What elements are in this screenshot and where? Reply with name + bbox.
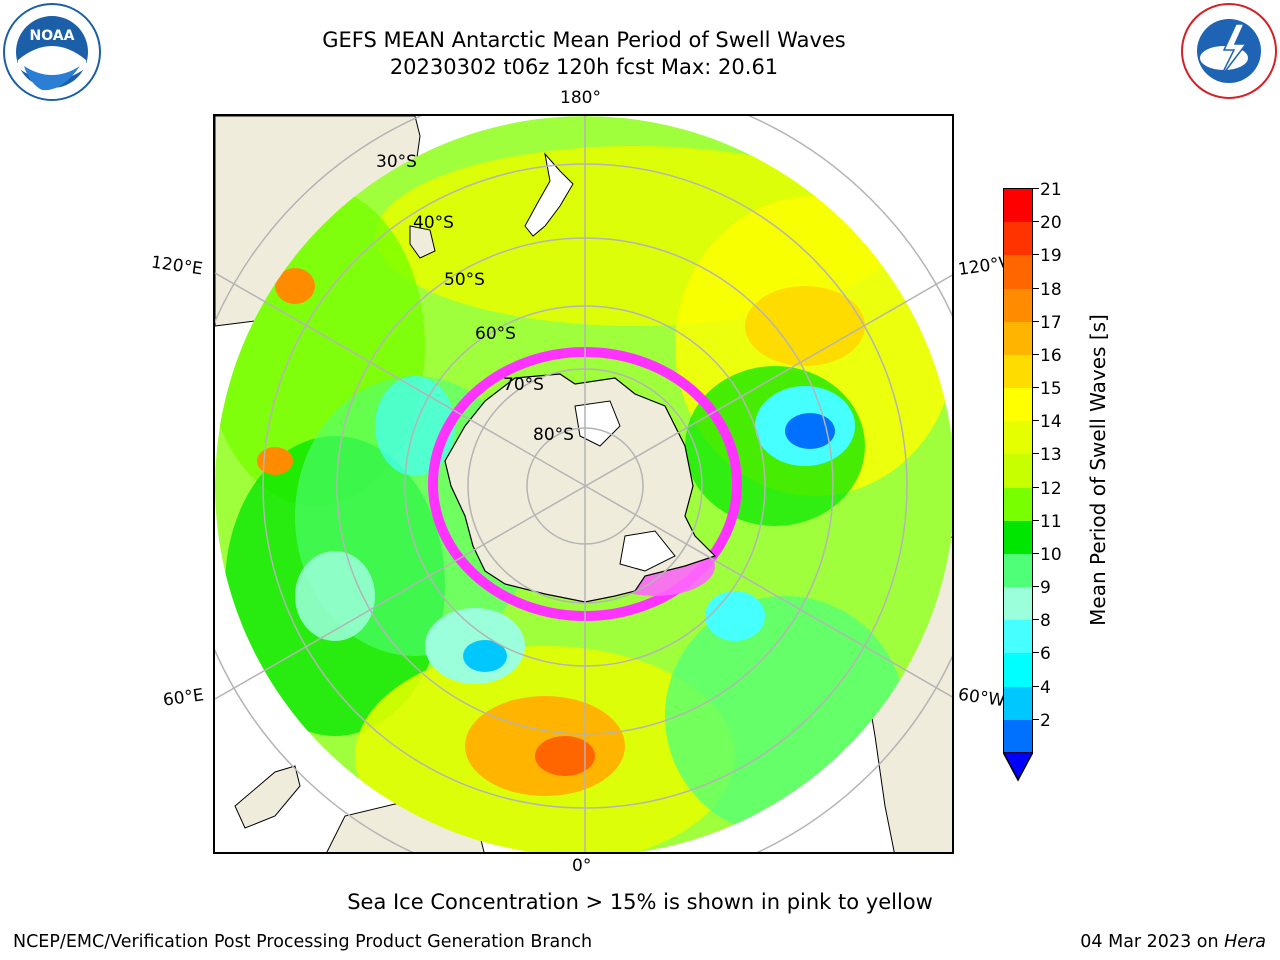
colorbar-segment [1004,354,1032,389]
weddell-ice-shelf [619,530,676,572]
colorbar-tick-mark [1033,519,1039,521]
colorbar-tick-mark [1033,320,1039,322]
colorbar-tick-mark [1033,552,1039,554]
colorbar-tick-label: 14 [1040,412,1062,433]
colorbar-tick-label: 13 [1040,445,1062,466]
lon-label-0: 0° [572,856,592,876]
colorbar-tick-mark [1033,254,1039,256]
polar-map [213,114,954,854]
colorbar-segment [1004,620,1032,654]
colorbar-segment [1004,587,1032,621]
new-zealand-land [524,152,574,237]
lat-label-50s: 50°S [444,270,485,290]
colorbar-tick-label: 4 [1040,677,1051,698]
colorbar-segment [1004,719,1032,754]
colorbar-tick-label: 15 [1040,379,1062,400]
colorbar-segment [1004,520,1032,555]
map-title: GEFS MEAN Antarctic Mean Period of Swell… [322,28,846,52]
colorbar-tick-mark [1033,221,1039,223]
lat-label-70s: 70°S [503,375,544,395]
colorbar-segment [1004,421,1032,455]
colorbar [1003,188,1033,754]
colorbar-tick-label: 19 [1040,246,1062,267]
colorbar-tick-label: 20 [1040,213,1062,234]
colorbar-label: Mean Period of Swell Waves [s] [1086,314,1110,626]
colorbar-tick-mark [1033,718,1039,720]
sea-ice-note: Sea Ice Concentration > 15% is shown in … [347,890,933,914]
colorbar-segment [1004,454,1032,489]
colorbar-segment [1004,189,1032,223]
tasmania-land [409,225,436,259]
colorbar-tick-label: 11 [1040,511,1062,532]
colorbar-tick-mark [1033,486,1039,488]
colorbar-segment [1004,553,1032,588]
colorbar-tick-mark [1033,353,1039,355]
colorbar-tick-label: 6 [1040,644,1051,665]
colorbar-extend-arrow [1001,751,1035,786]
lat-label-40s: 40°S [413,213,454,233]
colorbar-tick-label: 21 [1040,180,1062,200]
map-subtitle: 20230302 t06z 120h fcst Max: 20.61 [389,55,779,79]
colorbar-segment [1004,388,1032,422]
colorbar-segment [1004,487,1032,522]
footer-host: Hera [1224,932,1266,952]
colorbar-extend-triangle [1001,751,1035,782]
footer-credit: NCEP/EMC/Verification Post Processing Pr… [13,932,593,952]
colorbar-tick-mark [1033,619,1039,621]
footer-date: 04 Mar 2023 on Hera [1080,932,1266,952]
colorbar-tick-label: 9 [1040,578,1051,599]
colorbar-segment [1004,288,1032,323]
colorbar-tick-mark [1033,453,1039,455]
colorbar-tick-label: 2 [1040,710,1051,731]
colorbar-segment [1004,255,1032,290]
colorbar-segment [1004,653,1032,688]
colorbar-segment [1004,321,1032,356]
lat-label-80s: 80°S [533,425,574,445]
lon-label-180: 180° [560,88,601,108]
noaa-logo-text: NOAA [30,28,75,44]
ross-ice-shelf [574,400,621,447]
footer-date-text: 04 Mar 2023 on [1080,932,1225,952]
colorbar-tick-mark [1033,685,1039,687]
madagascar-land [234,765,301,829]
colorbar-tick-label: 16 [1040,345,1062,366]
colorbar-segment [1004,222,1032,256]
lon-label-120e: 120°E [149,252,204,280]
lat-label-60s: 60°S [475,324,516,344]
colorbar-tick-label: 10 [1040,544,1062,565]
lat-label-30s: 30°S [376,152,417,172]
colorbar-tick-label: 8 [1040,611,1051,632]
colorbar-tick-mark [1033,586,1039,588]
noaa-logo: NOAA [2,2,102,106]
colorbar-tick-label: 17 [1040,312,1062,333]
colorbar-tick-mark [1033,420,1039,422]
colorbar-tick-label: 12 [1040,478,1062,499]
lon-label-60w: 60°W [956,684,1007,712]
colorbar-segment [1004,686,1032,721]
nws-logo [1180,2,1278,104]
colorbar-tick-label: 18 [1040,279,1062,300]
lon-label-60e: 60°E [161,685,206,711]
colorbar-tick-mark [1033,287,1039,289]
graticule [215,116,952,852]
colorbar-tick-mark [1033,652,1039,654]
colorbar-tick-mark [1033,188,1039,189]
colorbar-tick-mark [1033,387,1039,389]
